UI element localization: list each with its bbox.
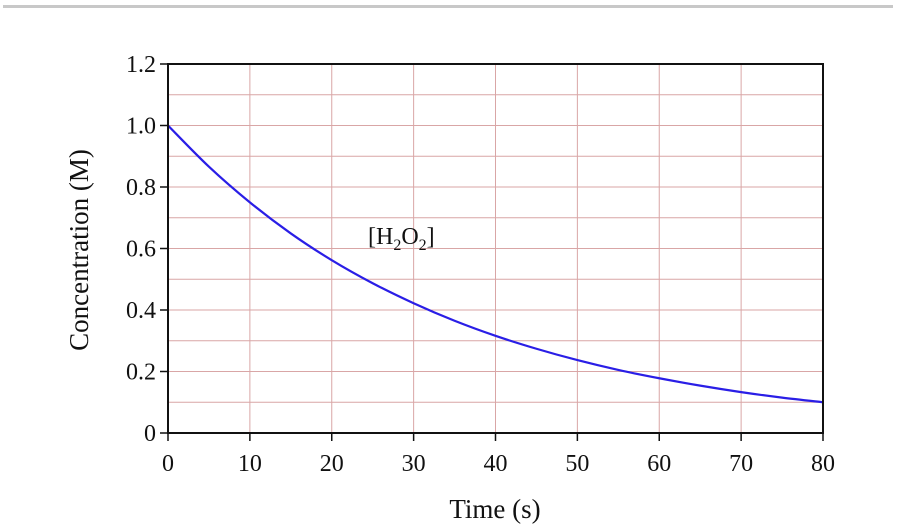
grid bbox=[168, 64, 823, 433]
x-tick-label: 0 bbox=[162, 451, 174, 477]
x-tick-label: 20 bbox=[320, 451, 344, 477]
ticks: 0 10 20 30 40 50 60 70 80 0 0.2 0.4 0.6 0.8 1.0 1.2 bbox=[126, 52, 835, 477]
x-tick-label: 30 bbox=[402, 451, 426, 477]
y-tick-label: 0.2 bbox=[126, 360, 156, 386]
x-axis-label: Time (s) bbox=[449, 494, 540, 524]
y-axis-label: Concentration (M) bbox=[64, 149, 94, 351]
x-tick-label: 70 bbox=[729, 451, 753, 477]
y-tick-label: 0.6 bbox=[126, 237, 156, 263]
y-tick-label: 1.2 bbox=[126, 52, 156, 78]
x-tick-label: 80 bbox=[811, 451, 835, 477]
x-tick-label: 40 bbox=[484, 451, 508, 477]
x-tick-label: 10 bbox=[238, 451, 262, 477]
y-tick-label: 1.0 bbox=[126, 114, 156, 140]
y-tick-label: 0 bbox=[144, 421, 156, 447]
x-tick-label: 50 bbox=[565, 451, 589, 477]
top-divider bbox=[3, 5, 893, 8]
x-tick-label: 60 bbox=[647, 451, 671, 477]
annotation-h2o2: [H2O2] bbox=[368, 224, 435, 254]
series-line-h2o2 bbox=[167, 124, 824, 404]
y-tick-label: 0.4 bbox=[126, 298, 156, 324]
y-tick-label: 0.8 bbox=[126, 175, 156, 201]
